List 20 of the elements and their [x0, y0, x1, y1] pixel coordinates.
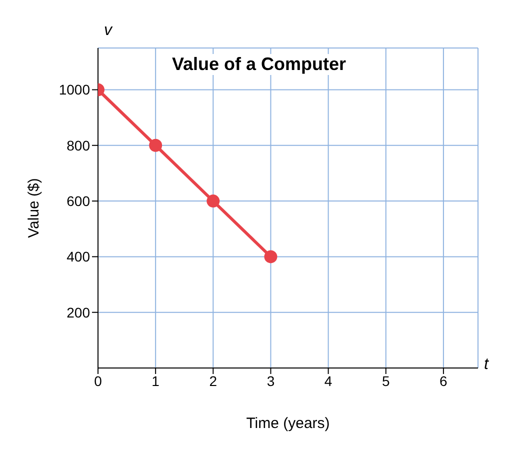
y-tick-label: 400 [66, 248, 90, 265]
x-tick-label: 5 [382, 372, 390, 389]
x-tick-label: 6 [440, 372, 448, 389]
x-tick-label: 4 [324, 372, 332, 389]
point [149, 138, 162, 152]
text: t [484, 356, 488, 374]
text: v [104, 22, 112, 40]
point [206, 194, 220, 208]
y-tick-label: 200 [66, 304, 90, 320]
x-tick-label: 2 [209, 372, 218, 389]
y-tick-label: 1000 [58, 82, 90, 98]
x-tick-label: 1 [152, 372, 160, 389]
y-tick-label: 800 [66, 137, 90, 154]
x-tick-label: 3 [266, 372, 275, 389]
point [264, 250, 278, 264]
y-tick-label: 600 [66, 193, 90, 210]
y-axis-title: Value ($) [25, 178, 42, 238]
chart-title: Value of a Computer [168, 54, 350, 75]
x-axis-title: Time (years) [246, 415, 330, 432]
x-tick-label: 0 [94, 372, 102, 389]
